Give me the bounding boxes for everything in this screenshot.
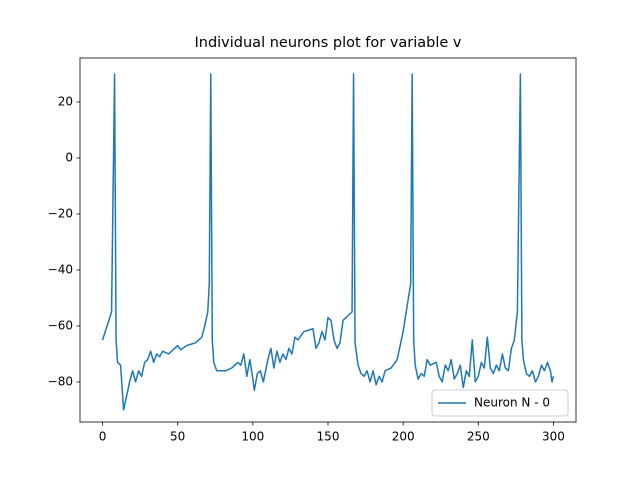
legend-box: [431, 389, 569, 417]
x-tick-label: 250: [467, 430, 490, 444]
y-tick-label: −20: [48, 206, 73, 220]
x-tick-label: 300: [542, 430, 565, 444]
y-tick-label: 20: [58, 94, 73, 108]
plot-frame: [79, 57, 577, 423]
x-tick-label: 200: [392, 430, 415, 444]
x-tick-label: 0: [99, 430, 107, 444]
y-tick-label: 0: [65, 150, 73, 164]
x-tick-label: 150: [317, 430, 340, 444]
data-line: [101, 73, 555, 411]
x-tick-label: 50: [170, 430, 185, 444]
y-tick-label: −60: [48, 318, 73, 332]
y-tick-label: −80: [48, 374, 73, 388]
legend-label: Neuron N - 0: [474, 396, 550, 410]
y-tick-label: −40: [48, 262, 73, 276]
chart-title: Individual neurons plot for variable v: [194, 35, 461, 51]
x-tick-label: 100: [241, 430, 264, 444]
